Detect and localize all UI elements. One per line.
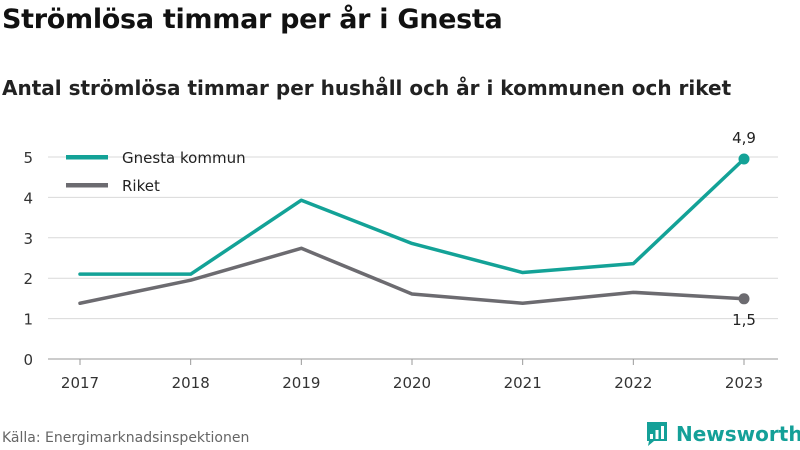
x-axis-ticks: 2017 2018 2019 2020 2021 2022 2023 (61, 359, 763, 392)
x-tick-label: 2017 (61, 374, 99, 392)
end-label-gnesta: 4,9 (732, 129, 756, 147)
legend-label-riket: Riket (122, 177, 160, 195)
y-axis-ticks: 0 1 2 3 4 5 (23, 149, 33, 369)
y-tick-label: 4 (23, 189, 33, 207)
brand-logo[interactable]: Newsworthy (645, 421, 800, 447)
series-lines: 4,9 1,5 (78, 129, 756, 329)
end-point-riket (738, 293, 750, 305)
line-chart: 0 1 2 3 4 5 2017 2018 2019 2020 2021 2022 2023 4,9 1… (23, 129, 778, 392)
end-label-riket: 1,5 (732, 311, 756, 329)
series-line-gnesta (78, 157, 746, 276)
source-note: Källa: Energimarknadsinspektionen (2, 430, 250, 446)
y-tick-label: 0 (23, 351, 33, 369)
y-tick-label: 2 (23, 270, 33, 288)
gridlines (48, 156, 778, 360)
y-tick-label: 5 (23, 149, 33, 167)
y-tick-label: 3 (23, 230, 33, 248)
legend-label-gnesta: Gnesta kommun (122, 149, 246, 167)
x-tick-label: 2019 (282, 374, 320, 392)
y-tick-label: 1 (23, 311, 33, 329)
x-tick-label: 2018 (172, 374, 210, 392)
chart-subtitle: Antal strömlösa timmar per hushåll och å… (2, 76, 732, 100)
x-tick-label: 2020 (393, 374, 431, 392)
chart-title: Strömlösa timmar per år i Gnesta (2, 4, 503, 35)
end-point-gnesta (738, 153, 750, 165)
x-tick-label: 2021 (504, 374, 542, 392)
newsworthy-logo-icon (647, 422, 667, 446)
x-tick-label: 2023 (725, 374, 763, 392)
brand-name: Newsworthy (676, 422, 800, 446)
legend: Gnesta kommun Riket (66, 149, 246, 195)
legend-swatch-riket (66, 183, 108, 188)
series-line-riket (78, 246, 746, 305)
x-tick-label: 2022 (614, 374, 652, 392)
legend-swatch-gnesta (66, 155, 108, 160)
